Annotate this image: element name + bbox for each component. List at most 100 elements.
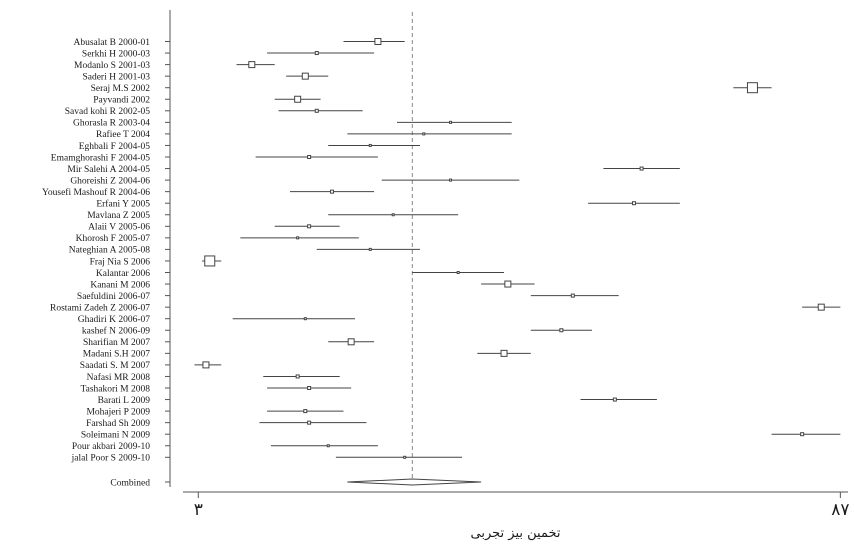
point-estimate-box (817, 303, 825, 311)
point-estimate-box (422, 132, 426, 136)
point-estimate-box (330, 189, 335, 194)
study-label: Pour akbari 2009-10 (72, 442, 150, 452)
study-label: Madani S.H 2007 (83, 350, 151, 360)
study-row: Tashakori M 2008 (80, 384, 352, 394)
study-label: Saderi H 2001-03 (82, 72, 150, 82)
study-row: Ghorasla R 2003-04 (73, 119, 512, 129)
study-label: Eghbali F 2004-05 (79, 142, 150, 152)
study-row: Alaii V 2005-06 (88, 223, 340, 233)
point-estimate-box (449, 178, 453, 182)
x-tick-label: ۳ (194, 500, 203, 520)
combined-diamond (347, 478, 482, 486)
point-estimate-box (314, 108, 319, 113)
study-label: Yousefi Mashouf R 2004-06 (42, 187, 150, 198)
study-label: Farshad Sh 2009 (86, 419, 150, 429)
study-label: Kalantar 2006 (96, 269, 150, 279)
study-row: Nateghian A 2005-08 (69, 246, 420, 256)
study-row: Mavlana Z 2005 (87, 211, 459, 221)
study-label: Tashakori M 2008 (80, 384, 150, 394)
study-row: Rafiee T 2004 (96, 129, 512, 140)
study-label: Ghadiri K 2006-07 (78, 315, 151, 325)
study-label: Sharifian M 2007 (83, 337, 150, 348)
study-label: Emamghorashi F 2004-05 (51, 153, 150, 163)
study-row: Nafasi MR 2008 (87, 372, 340, 383)
study-label: Saadati S. M 2007 (80, 361, 150, 371)
study-row: Mohajeri P 2009 (86, 407, 344, 417)
study-row: Savad kohi R 2002-05 (65, 107, 363, 117)
study-row: Ghoreishi Z 2004-06 (70, 176, 520, 186)
study-row: kashef N 2006-09 (82, 326, 592, 337)
point-estimate-box (204, 255, 216, 267)
study-label: Nateghian A 2005-08 (69, 246, 151, 256)
study-label: Rostami Zadeh Z 2006-07 (50, 303, 150, 313)
study-label: Barati L 2009 (98, 396, 151, 406)
study-row: Saadati S. M 2007 (80, 361, 222, 371)
study-row: Farshad Sh 2009 (86, 419, 367, 429)
point-estimate-box (800, 432, 805, 437)
study-row: Madani S.H 2007 (83, 350, 531, 360)
study-label: Abusalat B 2000-01 (73, 38, 150, 48)
study-label: kashef N 2006-09 (82, 326, 150, 337)
study-label: Ghoreishi Z 2004-06 (70, 176, 150, 186)
study-label: Ghorasla R 2003-04 (73, 119, 150, 129)
point-estimate-box (612, 397, 617, 402)
point-estimate-box (301, 72, 309, 80)
point-estimate-box (314, 51, 319, 56)
study-label: Kanani M 2006 (90, 280, 150, 290)
point-estimate-box (202, 361, 210, 369)
study-row: Emamghorashi F 2004-05 (51, 153, 378, 163)
point-estimate-box (368, 143, 372, 147)
study-row: Serkhi H 2000-03 (82, 49, 375, 59)
point-estimate-box (449, 120, 453, 124)
study-row: Eghbali F 2004-05 (79, 142, 420, 152)
study-label: Serkhi H 2000-03 (82, 49, 150, 59)
study-label: Khorosh F 2005-07 (76, 234, 151, 244)
study-label: Fraj Nia S 2006 (90, 257, 151, 267)
point-estimate-box (303, 317, 307, 321)
study-row: Payvandi 2002 (93, 95, 321, 106)
study-label: Modanlo S 2001-03 (74, 61, 150, 71)
point-estimate-box (307, 386, 312, 390)
study-row: Abusalat B 2000-01 (73, 38, 405, 48)
study-label: Soleimani N 2009 (81, 431, 150, 441)
point-estimate-box (639, 166, 644, 171)
study-row: Saderi H 2001-03 (82, 72, 329, 82)
study-row: Pour akbari 2009-10 (72, 442, 378, 452)
point-estimate-box (500, 349, 508, 357)
study-label: Mir Salehi A 2004-05 (67, 165, 150, 175)
study-row: Ghadiri K 2006-07 (78, 315, 355, 325)
study-label: Seraj M.S 2002 (91, 84, 151, 94)
study-label: jalal Poor S 2009-10 (71, 454, 151, 464)
study-row: Fraj Nia S 2006 (90, 255, 222, 267)
study-row: Yousefi Mashouf R 2004-06 (42, 187, 375, 198)
study-row: Kalantar 2006 (96, 269, 505, 279)
x-tick-label: ۸۷ (831, 500, 849, 520)
study-row: Seraj M.S 2002 (91, 82, 772, 94)
point-estimate-box (504, 280, 512, 288)
study-row: Mir Salehi A 2004-05 (67, 165, 680, 175)
point-estimate-box (303, 409, 308, 414)
point-estimate-box (294, 95, 302, 103)
point-estimate-box (570, 293, 575, 298)
point-estimate-box (307, 224, 312, 229)
combined-estimate: Combined (110, 478, 482, 488)
study-row: Erfani Y 2005 (96, 199, 680, 210)
study-row: Soleimani N 2009 (81, 431, 841, 441)
study-row: Kanani M 2006 (90, 280, 535, 290)
x-axis: ۳ ۸۷ تخمین بیز تجربی (183, 491, 849, 541)
point-estimate-box (746, 82, 758, 94)
study-row: Saefuldini 2006-07 (77, 291, 619, 302)
study-row: Sharifian M 2007 (83, 337, 375, 348)
point-estimate-box (307, 155, 312, 159)
combined-label: Combined (110, 478, 150, 488)
study-label: Alaii V 2005-06 (88, 223, 150, 233)
study-label: Mavlana Z 2005 (87, 211, 150, 221)
point-estimate-box (403, 455, 407, 459)
point-estimate-box (326, 444, 330, 448)
study-label: Saefuldini 2006-07 (77, 291, 150, 302)
study-row: jalal Poor S 2009-10 (71, 454, 462, 464)
point-estimate-box (559, 328, 564, 333)
point-estimate-box (248, 61, 256, 69)
study-row: Modanlo S 2001-03 (74, 61, 275, 71)
